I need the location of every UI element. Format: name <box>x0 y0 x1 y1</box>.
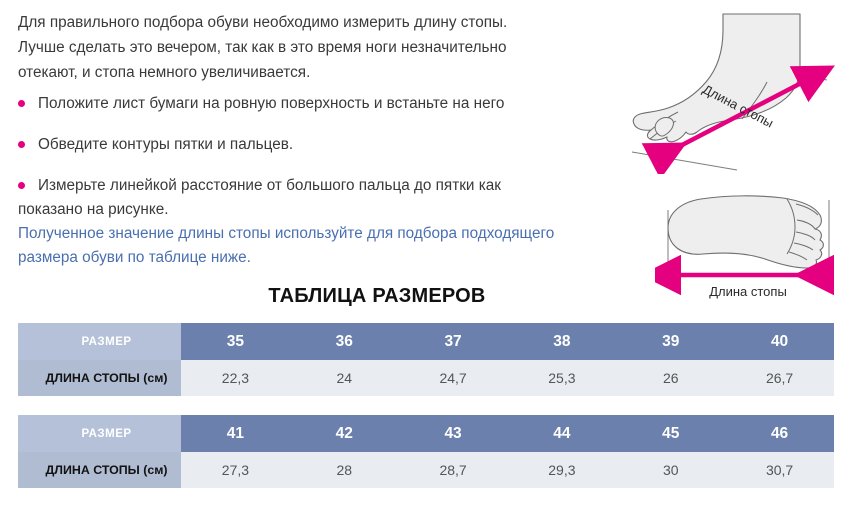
foot-side-view-illustration: Длина стопы <box>624 2 851 174</box>
sole-view-caption: Длина стопы <box>709 284 787 299</box>
table-row: ДЛИНА СТОПЫ (см) 27,3 28 28,7 29,3 30 30… <box>18 452 834 488</box>
bullet-dot-icon <box>18 100 25 107</box>
row-length-value: 26 <box>616 360 726 396</box>
size-table-2: РАЗМЕР 41 42 43 44 45 46 ДЛИНА СТОПЫ (см… <box>18 415 834 488</box>
header-size-value: 38 <box>507 323 617 360</box>
header-size-value: 39 <box>616 323 726 360</box>
intro-line-2: Лучше сделать это вечером, так как в это… <box>18 39 507 56</box>
bullet-dot-icon <box>18 182 25 189</box>
row-length-value: 22,3 <box>181 360 290 396</box>
row-length-value: 24 <box>289 360 399 396</box>
header-size-value: 36 <box>289 323 399 360</box>
table-row: ДЛИНА СТОПЫ (см) 22,3 24 24,7 25,3 26 26… <box>18 360 834 396</box>
header-size-value: 46 <box>725 415 834 452</box>
page-title: ТАБЛИЦА РАЗМЕРОВ <box>268 285 486 307</box>
list-item: Положите лист бумаги на ровную поверхнос… <box>18 92 608 116</box>
foot-sole-view-icon: Длина стопы <box>655 195 834 299</box>
header-size-value: 35 <box>181 323 290 360</box>
header-size-value: 42 <box>289 415 399 452</box>
blue-note-line-1: Полученное значение длины стопы использу… <box>18 225 555 242</box>
foot-side-view-icon: Длина стопы <box>631 13 835 174</box>
row-length-value: 24,7 <box>398 360 508 396</box>
list-item-continuation: показано на рисунке. <box>18 201 169 218</box>
header-size-value: 44 <box>507 415 617 452</box>
table-header-row: РАЗМЕР 41 42 43 44 45 46 <box>18 415 834 452</box>
header-size-value: 45 <box>616 415 726 452</box>
row-length-value: 27,3 <box>181 452 290 488</box>
row-length-value: 28 <box>289 452 399 488</box>
header-size-label: РАЗМЕР <box>18 415 181 452</box>
header-size-value: 43 <box>398 415 508 452</box>
header-size-label: РАЗМЕР <box>18 323 181 360</box>
instruction-list: Положите лист бумаги на ровную поверхнос… <box>18 92 608 222</box>
table-header-row: РАЗМЕР 35 36 37 38 39 40 <box>18 323 834 360</box>
row-length-label: ДЛИНА СТОПЫ (см) <box>18 452 181 488</box>
list-item: Обведите контуры пятки и пальцев. <box>18 133 608 157</box>
bullet-dot-icon <box>18 141 25 148</box>
intro-line-1: Для правильного подбора обуви необходимо… <box>18 14 508 31</box>
foot-sole-view-illustration: Длина стопы <box>655 182 851 304</box>
row-length-value: 28,7 <box>398 452 508 488</box>
intro-line-3: отекают, и стопа немного увеличивается. <box>18 64 311 81</box>
row-length-value: 26,7 <box>725 360 834 396</box>
row-length-value: 29,3 <box>507 452 617 488</box>
size-table-1: РАЗМЕР 35 36 37 38 39 40 ДЛИНА СТОПЫ (см… <box>18 323 834 396</box>
list-item-label: Положите лист бумаги на ровную поверхнос… <box>38 95 505 112</box>
row-length-value: 25,3 <box>507 360 617 396</box>
list-item-label: Измерьте линейкой расстояние от большого… <box>38 177 501 194</box>
blue-note-line-2: размера обуви по таблице ниже. <box>18 249 251 266</box>
header-size-value: 40 <box>725 323 834 360</box>
row-length-value: 30 <box>616 452 726 488</box>
list-item-label: Обведите контуры пятки и пальцев. <box>38 136 294 153</box>
list-item: Измерьте линейкой расстояние от большого… <box>18 174 608 198</box>
intro-paragraph: Для правильного подбора обуви необходимо… <box>18 10 608 85</box>
header-size-value: 37 <box>398 323 508 360</box>
row-length-label: ДЛИНА СТОПЫ (см) <box>18 360 181 396</box>
row-length-value: 30,7 <box>725 452 834 488</box>
header-size-value: 41 <box>181 415 290 452</box>
blue-note: Полученное значение длины стопы использу… <box>18 222 618 270</box>
